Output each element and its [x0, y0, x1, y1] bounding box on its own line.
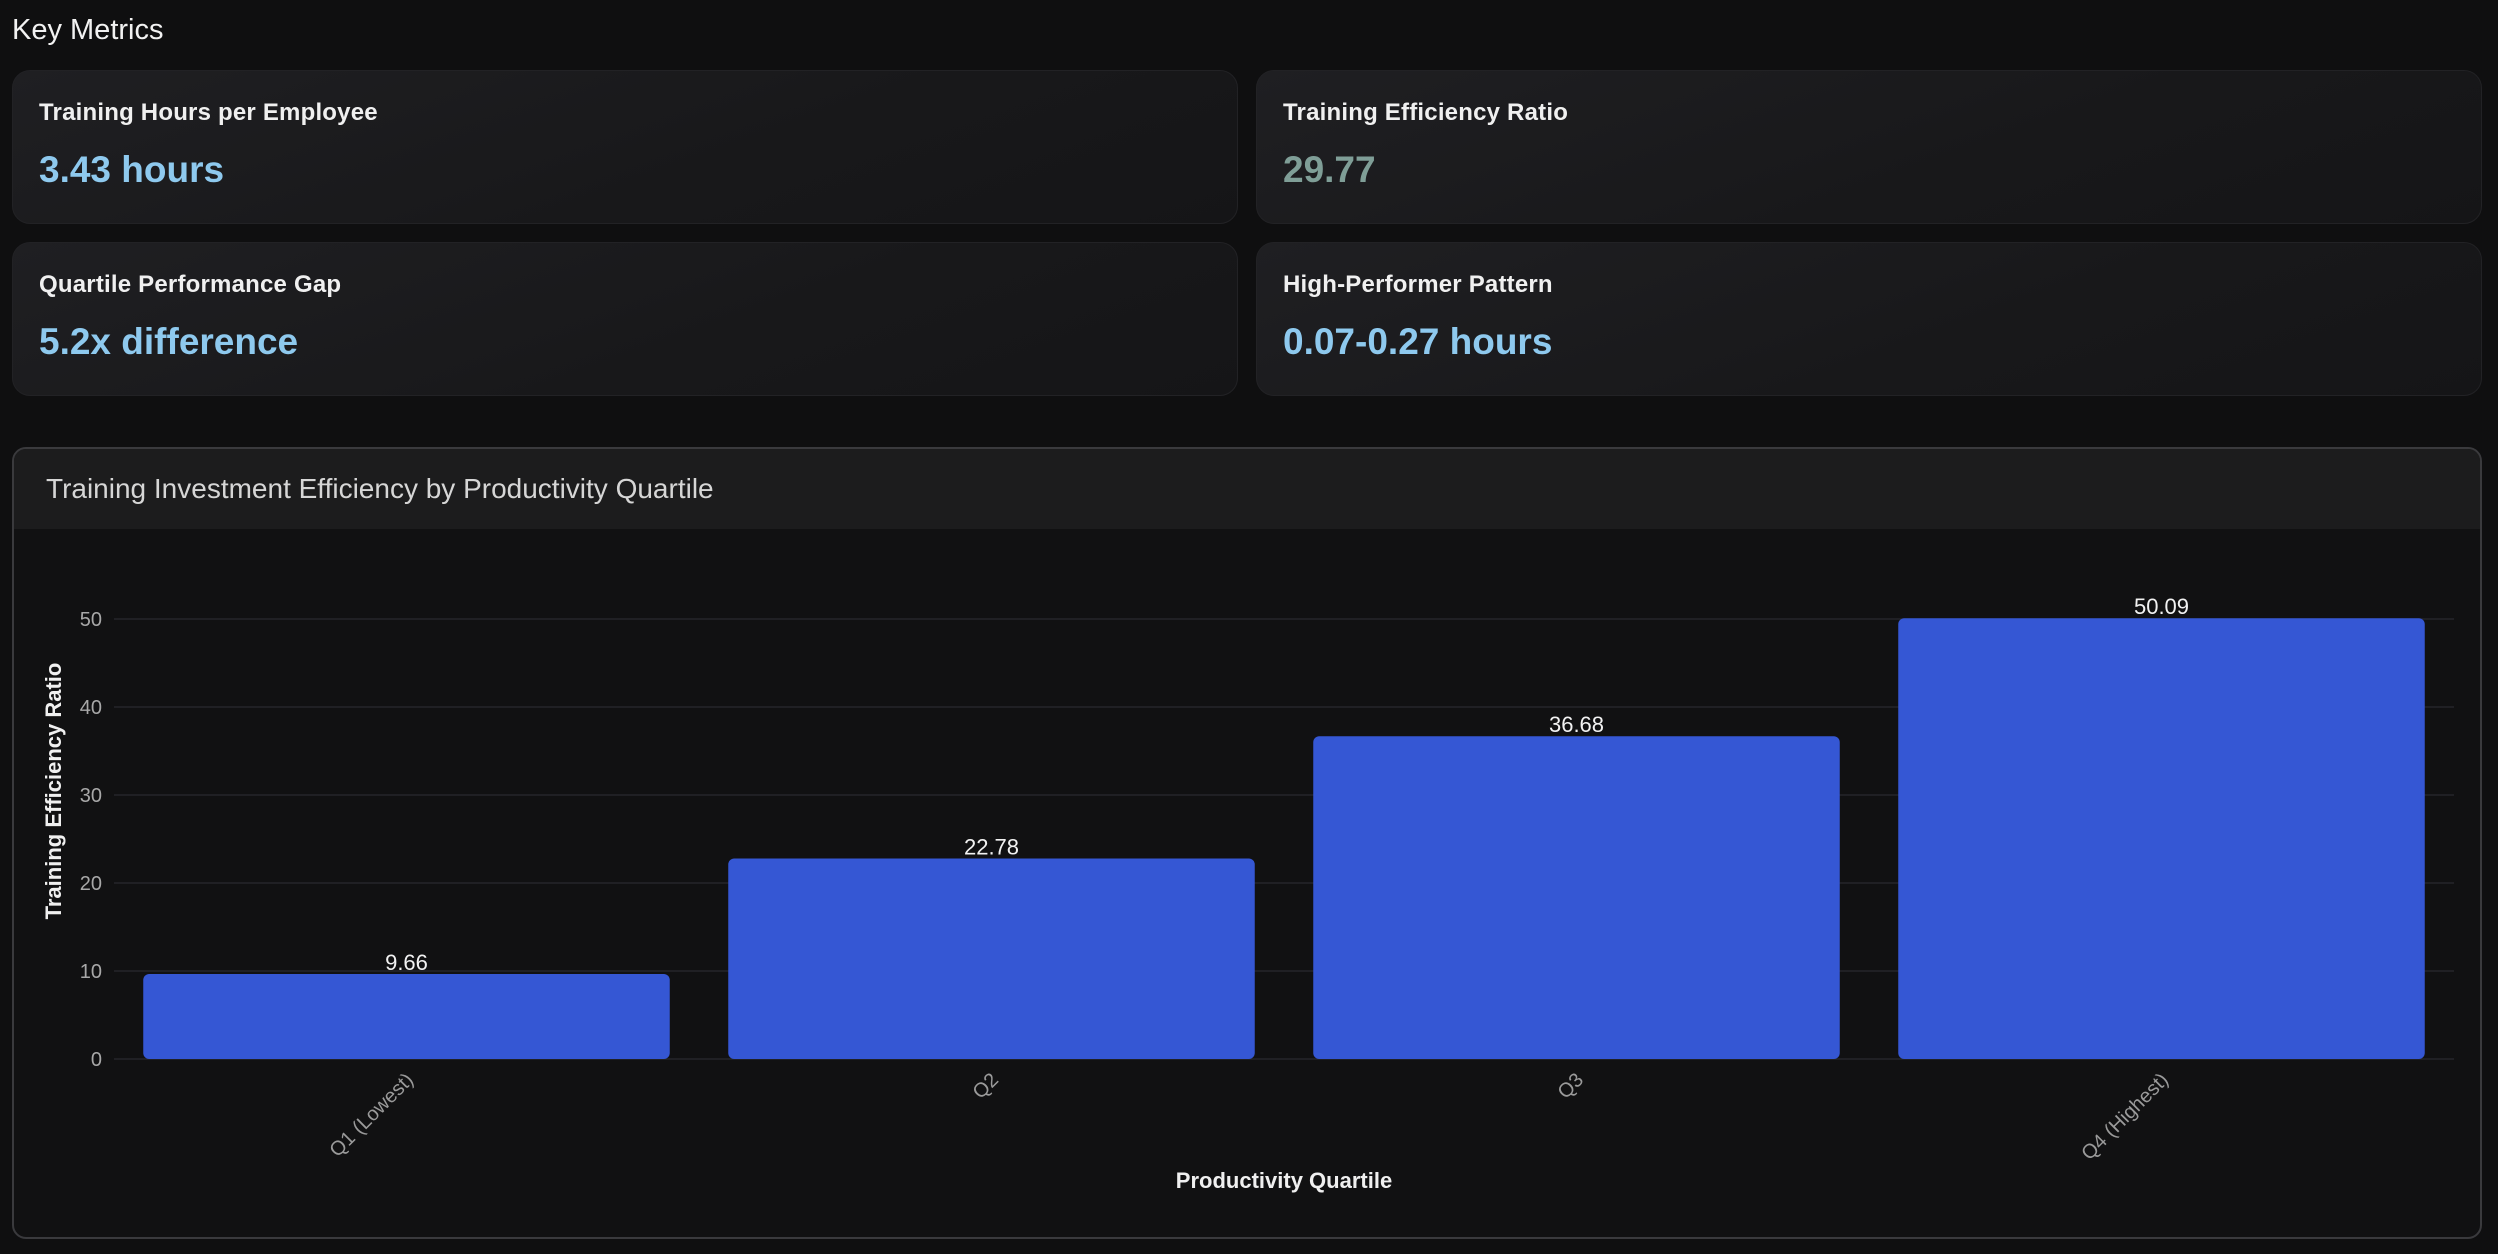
- y-tick-label: 10: [80, 961, 102, 983]
- metric-label: Training Hours per Employee: [39, 99, 378, 126]
- metric-value: 29.77: [1283, 149, 1376, 190]
- data-label: 22.78: [964, 835, 1019, 860]
- metric-value: 3.43 hours: [39, 149, 225, 190]
- bar[interactable]: [143, 973, 670, 1059]
- y-tick-label: 0: [91, 1049, 102, 1071]
- key-metrics-heading: Key Metrics: [12, 14, 164, 46]
- y-tick-label: 30: [80, 785, 102, 807]
- y-tick-label: 20: [80, 873, 102, 895]
- bar[interactable]: [1313, 736, 1840, 1059]
- metric-card-quartile-gap: Quartile Performance Gap 5.2x difference: [12, 242, 1238, 396]
- x-axis-title: Productivity Quartile: [1176, 1168, 1392, 1193]
- y-axis-ticks: 0 10 20 30 40 50: [80, 609, 102, 1071]
- bars: [143, 618, 2425, 1059]
- bar[interactable]: [1898, 618, 2425, 1059]
- x-tick-label: Q4 (Highest): [2077, 1069, 2173, 1165]
- data-label: 50.09: [2134, 594, 2189, 619]
- chart-area: 0 10 20 30 40 50 9.66 22.78 36.68 50.09 Q1 (Lowe…: [14, 529, 2480, 1237]
- metric-card-training-hours: Training Hours per Employee 3.43 hours: [12, 70, 1238, 224]
- chart-title: Training Investment Efficiency by Produc…: [14, 449, 2480, 529]
- y-tick-label: 40: [80, 697, 102, 719]
- y-tick-label: 50: [80, 609, 102, 631]
- chart-panel: Training Investment Efficiency by Produc…: [12, 447, 2482, 1239]
- y-axis-title: Training Efficiency Ratio: [41, 663, 66, 920]
- x-tick-label: Q3: [1554, 1069, 1588, 1103]
- data-labels: 9.66 22.78 36.68 50.09: [385, 594, 2189, 975]
- bar[interactable]: [728, 858, 1255, 1059]
- metric-card-efficiency-ratio: Training Efficiency Ratio 29.77: [1256, 70, 2482, 224]
- metrics-grid: Training Hours per Employee 3.43 hours T…: [12, 70, 2482, 396]
- x-tick-label: Q2: [969, 1069, 1003, 1103]
- data-label: 9.66: [385, 950, 428, 975]
- data-label: 36.68: [1549, 712, 1604, 737]
- metric-label: Quartile Performance Gap: [39, 271, 342, 298]
- bar-chart: 0 10 20 30 40 50 9.66 22.78 36.68 50.09 Q1 (Lowe…: [41, 594, 2454, 1193]
- metric-value: 0.07-0.27 hours: [1283, 321, 1553, 362]
- x-axis-ticks: Q1 (Lowest) Q2 Q3 Q4 (Highest): [325, 1069, 2173, 1165]
- x-tick-label: Q1 (Lowest): [325, 1069, 418, 1162]
- metric-card-high-performer: High-Performer Pattern 0.07-0.27 hours: [1256, 242, 2482, 396]
- metric-label: High-Performer Pattern: [1283, 271, 1553, 298]
- metric-value: 5.2x difference: [39, 321, 299, 362]
- metric-label: Training Efficiency Ratio: [1283, 99, 1569, 126]
